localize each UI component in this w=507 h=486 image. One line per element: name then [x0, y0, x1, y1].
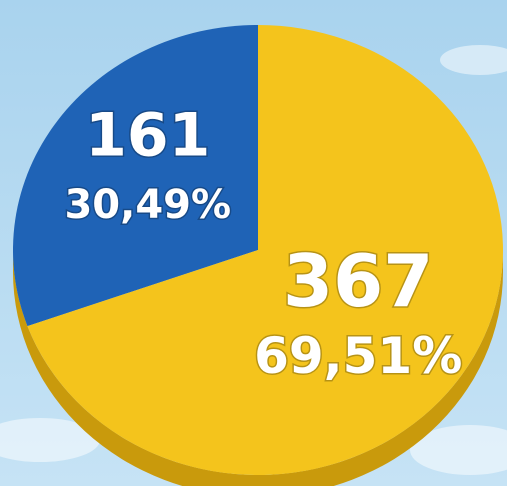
value-label: 367 — [283, 239, 433, 323]
percent-label: 69,51% — [254, 327, 462, 385]
value-label: 161 — [85, 100, 210, 170]
chart: 161 30,49% 36769,51% — [0, 0, 507, 486]
percent-label: 30,49% — [64, 182, 231, 228]
